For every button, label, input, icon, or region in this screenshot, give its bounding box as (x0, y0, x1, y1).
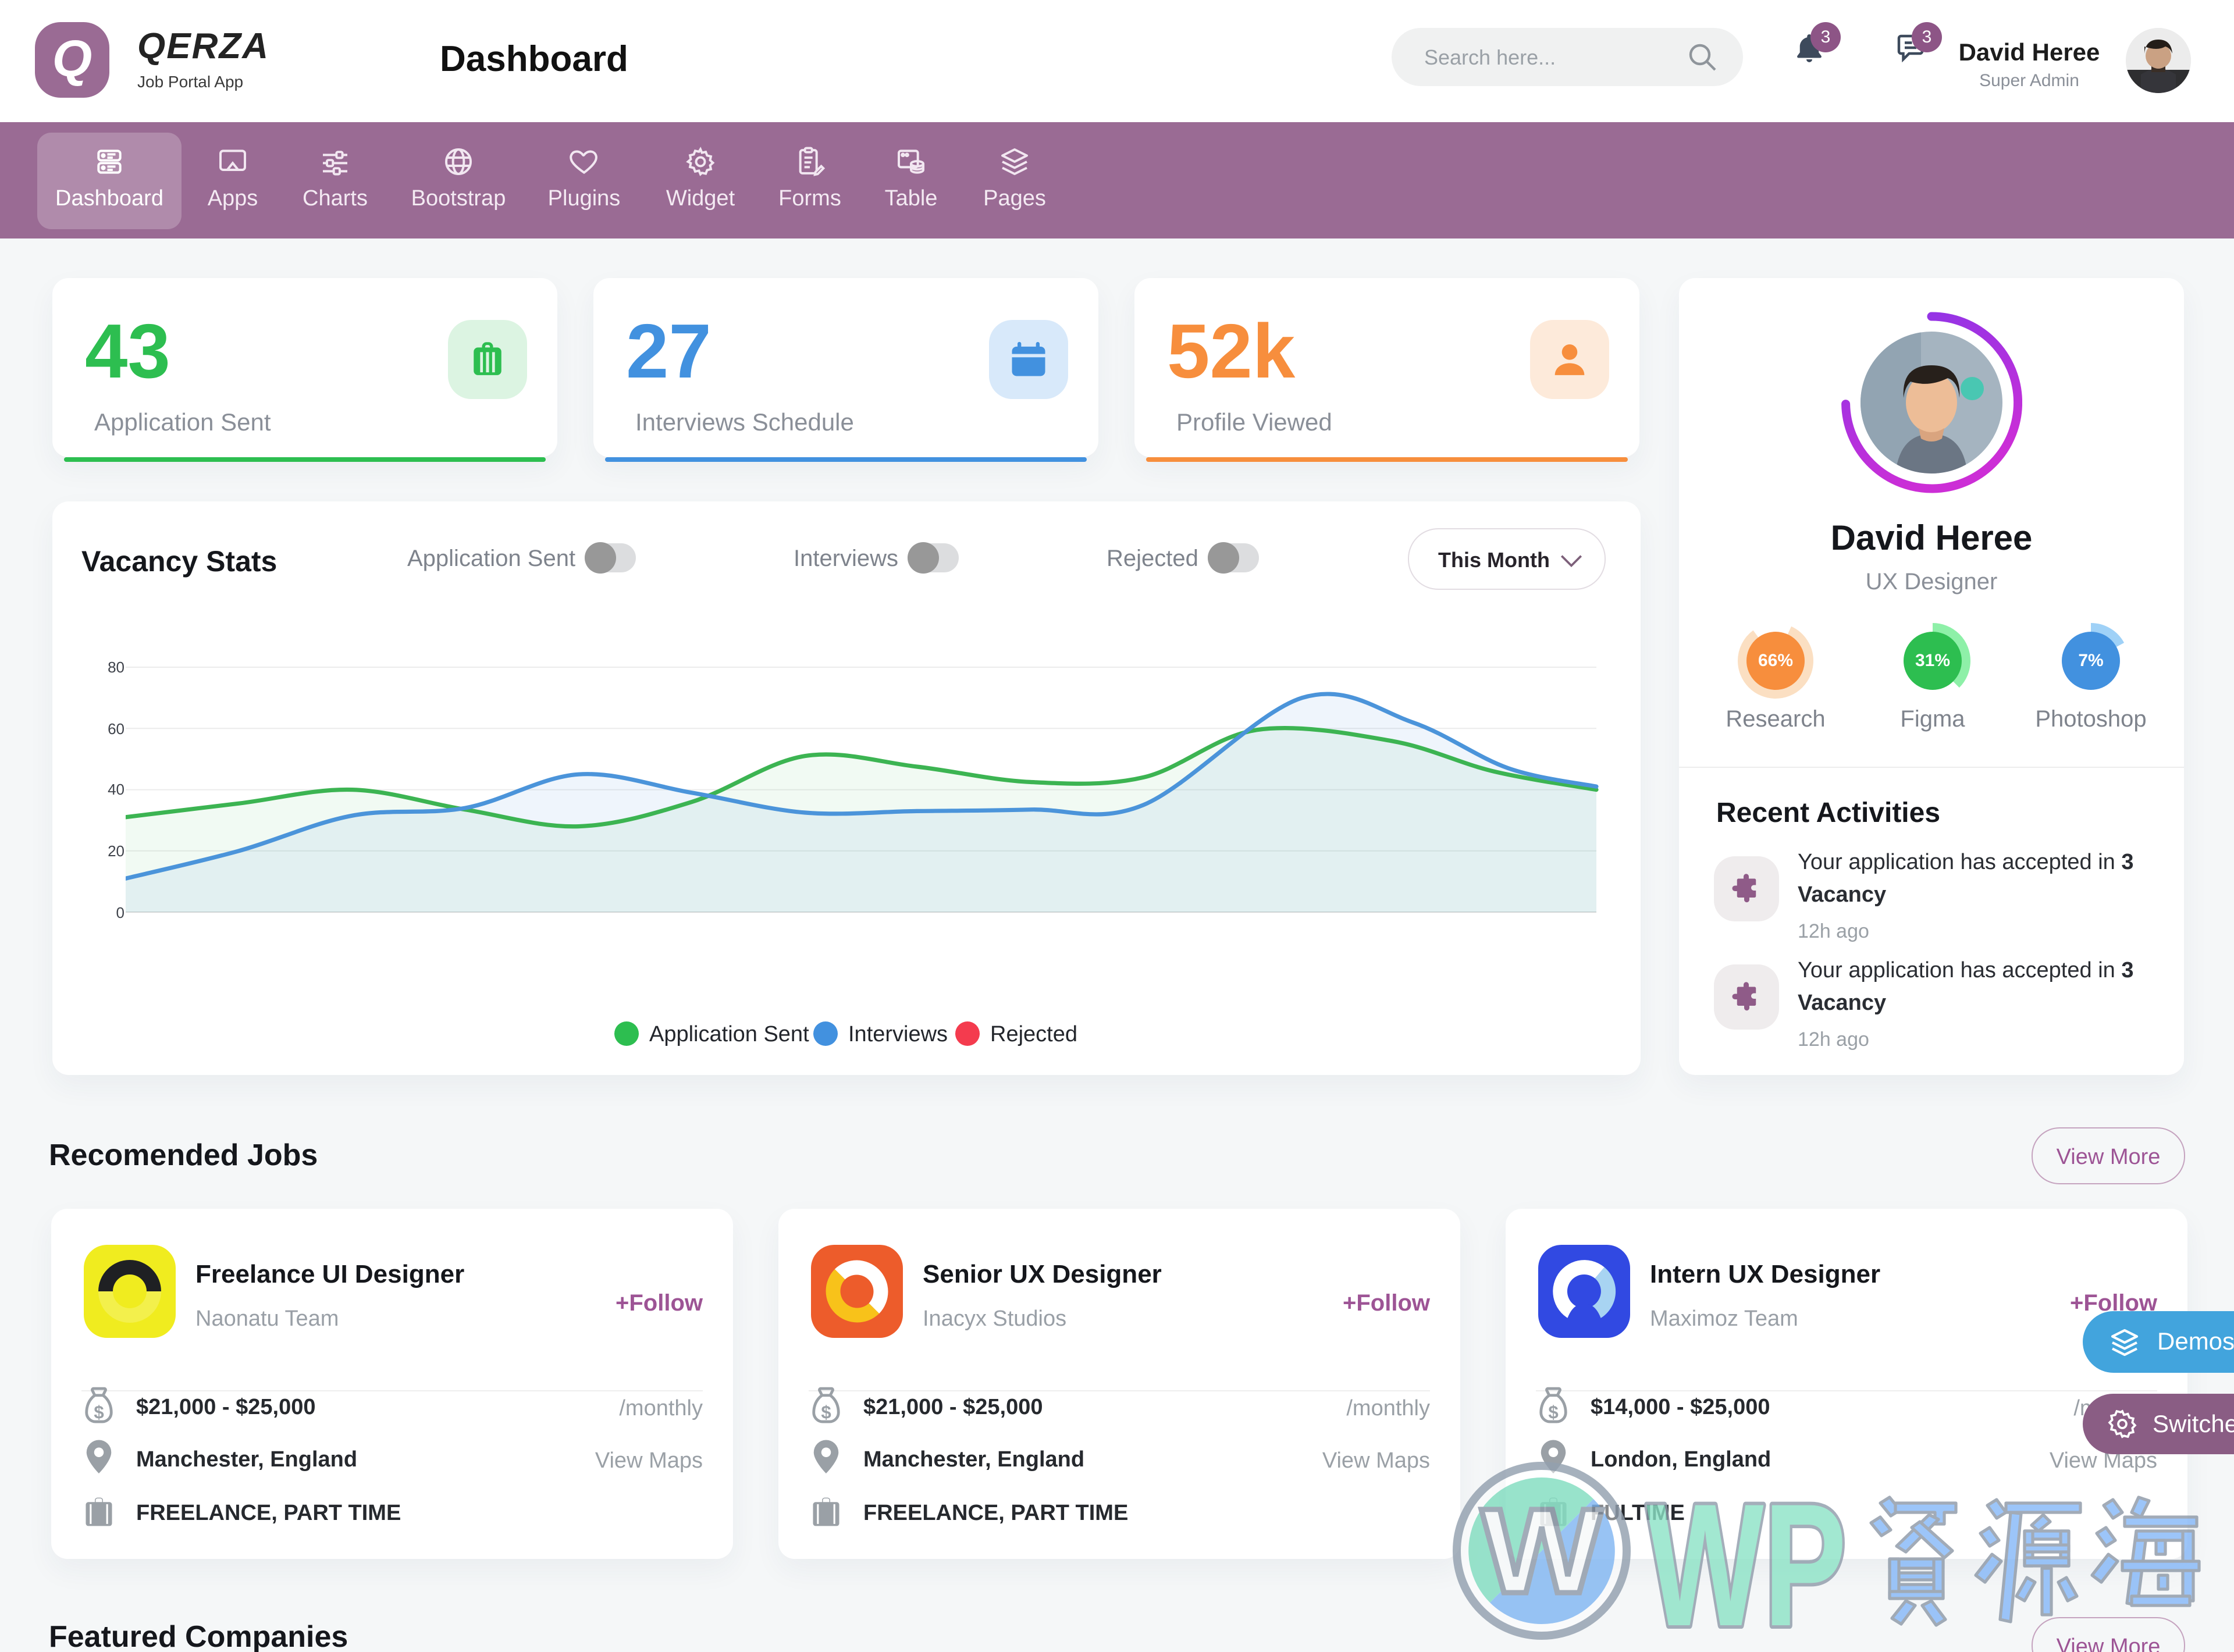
svg-text:$: $ (94, 1402, 104, 1422)
svg-text:$: $ (1548, 1402, 1558, 1422)
svg-text:W: W (1481, 1484, 1603, 1619)
svg-text:$: $ (821, 1402, 831, 1422)
svg-text:WP: WP (1646, 1494, 1847, 1647)
